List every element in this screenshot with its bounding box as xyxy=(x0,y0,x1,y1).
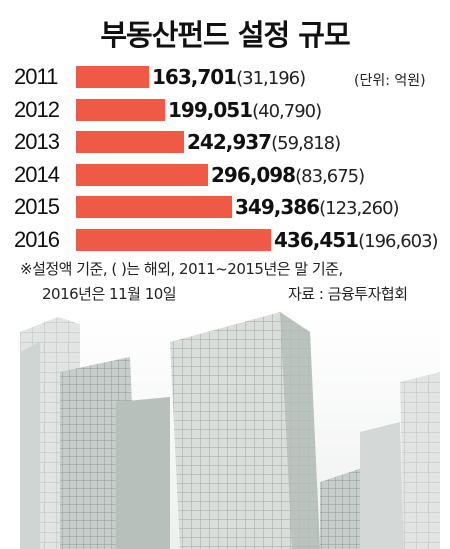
total-value: 199,051 xyxy=(168,97,253,122)
bar xyxy=(76,98,165,121)
footnote-line-2: 2016년은 11월 10일 xyxy=(42,285,177,303)
bar xyxy=(76,228,271,251)
bar-value-label: 436,451(196,603) xyxy=(274,226,439,254)
year-label: 2013 xyxy=(14,129,60,154)
source-note: 자료 : 금융투자협회 xyxy=(288,285,408,303)
year-label: 2011 xyxy=(14,64,58,89)
overseas-value: (196,603) xyxy=(358,230,438,252)
bar-value-label: 296,098(83,675) xyxy=(211,161,365,189)
bar xyxy=(76,131,184,153)
total-value: 242,937 xyxy=(187,130,272,154)
year-label: 2014 xyxy=(14,161,60,187)
year-label: 2015 xyxy=(14,194,60,219)
total-value: 349,386 xyxy=(235,195,320,219)
overseas-value: (40,790) xyxy=(252,100,322,122)
overseas-value: (31,196) xyxy=(236,68,306,89)
unit-label: (단위: 억원) xyxy=(354,73,426,89)
bar-value-label: 349,386(123,260) xyxy=(235,193,400,221)
bar-row-2014: 2014 296,098(83,675) xyxy=(0,161,450,189)
skyscraper-photo xyxy=(20,312,440,549)
bar-row-2016: 2016 436,451(196,603) xyxy=(0,226,450,254)
total-value: 296,098 xyxy=(211,162,296,187)
total-value: 163,701 xyxy=(152,65,237,89)
bar-row-2011: 2011 163,701(31,196) xyxy=(0,63,450,91)
bar-value-label: 163,701(31,196) xyxy=(152,63,306,91)
year-label: 2016 xyxy=(14,226,60,252)
bar-row-2012: 2012 199,051(40,790) xyxy=(0,96,450,124)
chart-title: 부동산펀드 설정 규모 xyxy=(100,18,350,52)
bar-row-2013: 2013 242,937(59,818) xyxy=(0,128,450,156)
year-label: 2012 xyxy=(14,96,60,122)
bar-row-2015: 2015 349,386(123,260) xyxy=(0,193,450,221)
overseas-value: (123,260) xyxy=(319,198,399,219)
bar xyxy=(76,66,149,88)
bar xyxy=(76,196,232,218)
overseas-value: (83,675) xyxy=(295,165,365,187)
footnote-line-1: ※설정액 기준, ( )는 해외, 2011~2015년은 말 기준, xyxy=(20,260,343,278)
total-value: 436,451 xyxy=(274,227,359,252)
building-illustration xyxy=(20,312,440,549)
bar-value-label: 199,051(40,790) xyxy=(168,96,322,124)
bar xyxy=(76,163,208,186)
bar-value-label: 242,937(59,818) xyxy=(187,128,341,156)
overseas-value: (59,818) xyxy=(271,133,341,154)
